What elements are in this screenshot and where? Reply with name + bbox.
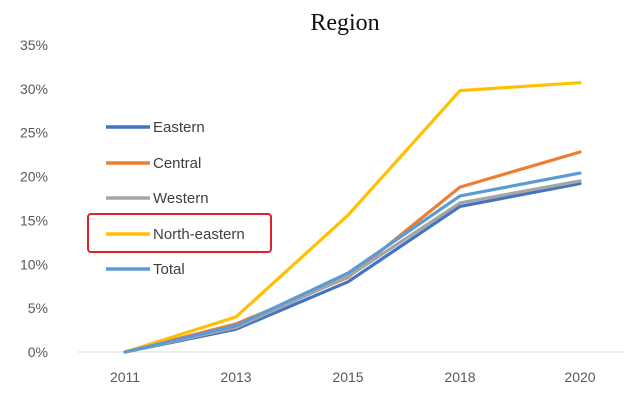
legend-label-eastern: Eastern <box>153 119 205 136</box>
x-tick-label: 2011 <box>110 369 140 385</box>
legend-highlight-box <box>87 213 272 253</box>
y-axis-ticks: 0% 5% 10% 15% 20% 25% 30% 35% <box>20 37 48 360</box>
y-tick-label: 10% <box>20 256 48 272</box>
y-tick-label: 25% <box>20 125 48 141</box>
series-line-north-eastern <box>123 81 582 354</box>
x-tick-label: 2018 <box>444 369 475 385</box>
legend-label-north-eastern: North-eastern <box>153 226 245 243</box>
y-tick-label: 5% <box>28 300 48 316</box>
y-tick-label: 20% <box>20 169 48 185</box>
x-tick-label: 2015 <box>332 369 363 385</box>
x-axis-ticks: 2011 2013 2015 2018 2020 <box>110 369 596 385</box>
x-tick-label: 2020 <box>564 369 595 385</box>
legend-label-western: Western <box>153 190 209 207</box>
series-lines <box>123 81 582 354</box>
legend-label-total: Total <box>153 261 185 278</box>
y-tick-label: 0% <box>28 344 48 360</box>
y-tick-label: 15% <box>20 212 48 228</box>
y-tick-label: 30% <box>20 81 48 97</box>
x-tick-label: 2013 <box>220 369 251 385</box>
chart-title: Region <box>310 10 379 36</box>
legend: Eastern Central Western North-eastern Total <box>87 119 272 278</box>
legend-label-central: Central <box>153 155 201 172</box>
series-line-total <box>123 171 582 354</box>
y-tick-label: 35% <box>20 37 48 53</box>
